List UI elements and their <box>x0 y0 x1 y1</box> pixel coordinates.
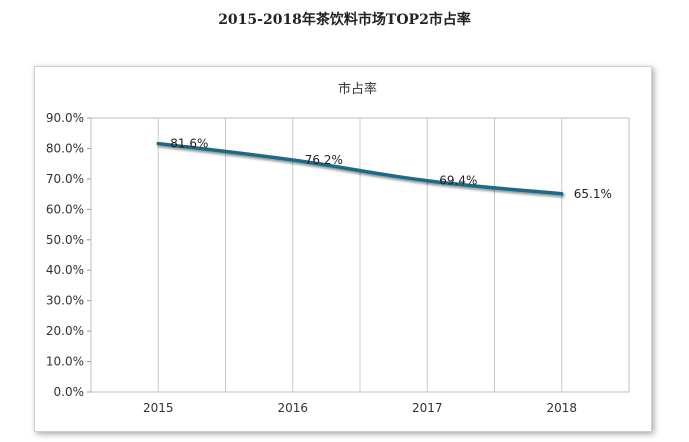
data-label: 76.2% <box>305 153 343 167</box>
x-tick-label: 2016 <box>277 401 308 415</box>
y-tick-label: 60.0% <box>46 202 84 216</box>
y-tick-label: 0.0% <box>54 385 85 399</box>
x-tick-label: 2018 <box>546 401 577 415</box>
legend: 市占率 <box>305 81 377 97</box>
y-tick-label: 10.0% <box>46 355 84 369</box>
data-point <box>291 158 295 162</box>
y-tick-label: 30.0% <box>46 294 84 308</box>
data-label: 69.4% <box>439 174 477 188</box>
data-point <box>560 192 564 196</box>
x-tick-label: 2017 <box>412 401 443 415</box>
data-label: 81.6% <box>170 137 208 151</box>
y-tick-label: 90.0% <box>46 111 84 125</box>
y-tick-label: 80.0% <box>46 141 84 155</box>
data-point <box>425 179 429 183</box>
chart-area <box>34 66 652 432</box>
series-line <box>156 141 564 196</box>
data-label: 65.1% <box>574 187 612 201</box>
data-point <box>156 142 160 146</box>
legend-label: 市占率 <box>338 81 377 97</box>
y-tick-label: 70.0% <box>46 172 84 186</box>
chart-title: 2015-2018年茶饮料市场TOP2市占率 <box>218 12 471 28</box>
y-tick-label: 40.0% <box>46 263 84 277</box>
x-tick-label: 2015 <box>143 401 174 415</box>
y-tick-label: 50.0% <box>46 233 84 247</box>
y-tick-label: 20.0% <box>46 324 84 338</box>
